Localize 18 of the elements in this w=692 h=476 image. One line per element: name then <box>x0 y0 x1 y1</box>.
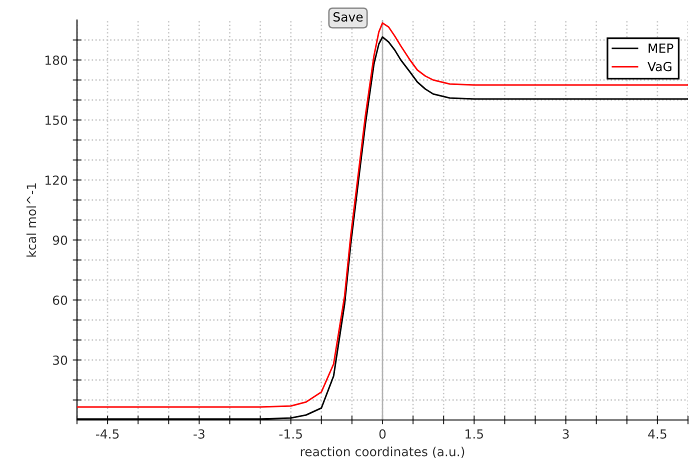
legend-label: MEP <box>648 44 674 53</box>
x-tick-label: -4.5 <box>96 429 119 439</box>
annotation: Save <box>333 12 363 22</box>
x-tick-label: 0 <box>379 429 386 439</box>
x-axis-title: reaction coordinates (a.u.) <box>300 446 464 458</box>
x-tick-label: 4.5 <box>648 429 666 439</box>
y-tick-label: 90 <box>52 235 68 245</box>
x-tick-label: -1.5 <box>279 429 302 439</box>
y-tick-label: 150 <box>45 115 68 125</box>
y-tick-label: 180 <box>45 55 68 65</box>
y-tick-label: 30 <box>53 355 68 365</box>
y-axis-title: kcal mol^-1 <box>26 183 36 257</box>
x-tick-label: 3 <box>562 429 569 439</box>
legend-label: VaG <box>648 62 672 72</box>
x-tick-label: -3 <box>194 429 204 439</box>
y-tick-label: 120 <box>45 175 68 185</box>
x-tick-label: 1.5 <box>466 429 483 439</box>
y-tick-label: 60 <box>52 295 68 305</box>
